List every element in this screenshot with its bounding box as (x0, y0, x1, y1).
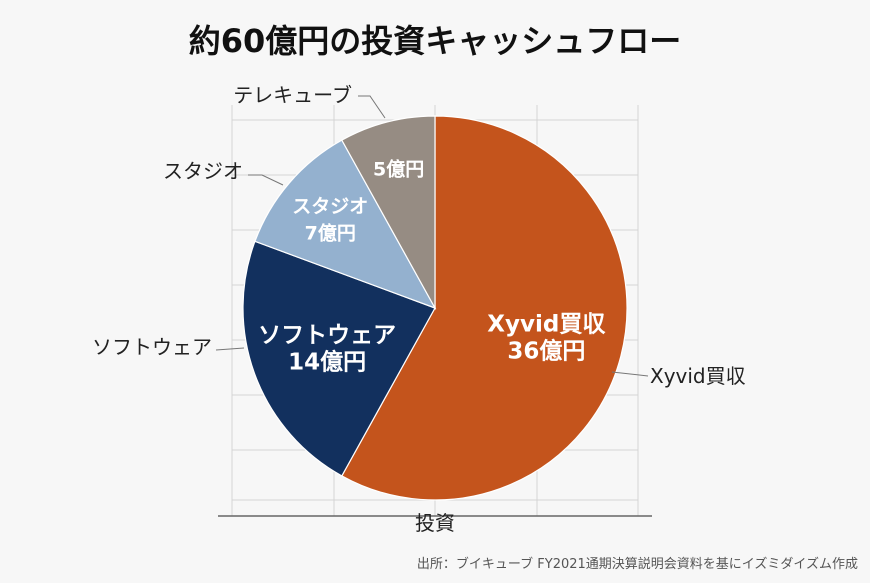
chart-title: 約60億円の投資キャッシュフロー (189, 22, 682, 60)
pie-slice (242, 240, 436, 477)
outer-slice-label: テレキューブ (233, 83, 352, 107)
outer-slice-label: Xyvid買収 (650, 364, 746, 388)
pie-slices (242, 115, 628, 501)
x-axis-label: 投資 (415, 511, 455, 535)
leader-lines (215, 95, 649, 377)
pie-slice (341, 115, 436, 311)
leader-line (358, 95, 386, 119)
slice-label: Xyvid買収 (487, 311, 606, 337)
leader-line (248, 174, 284, 186)
pie-slice (341, 115, 628, 501)
leader-line (215, 347, 245, 351)
slice-label: 14億円 (288, 348, 366, 375)
pie-slice (254, 139, 437, 310)
slice-label: スタジオ (292, 196, 368, 218)
outer-slice-label: ソフトウェア (92, 335, 212, 359)
source-note: 出所：ブイキューブ FY2021通期決算説明会資料を基にイズミダイズム作成 (417, 556, 858, 572)
outer-slice-label: スタジオ (163, 159, 243, 183)
leader-line (611, 371, 649, 377)
slice-label: 7億円 (305, 222, 356, 245)
slice-label: 5億円 (373, 158, 424, 181)
slice-label: 36億円 (507, 337, 585, 364)
slice-label: ソフトウェア (258, 322, 396, 348)
